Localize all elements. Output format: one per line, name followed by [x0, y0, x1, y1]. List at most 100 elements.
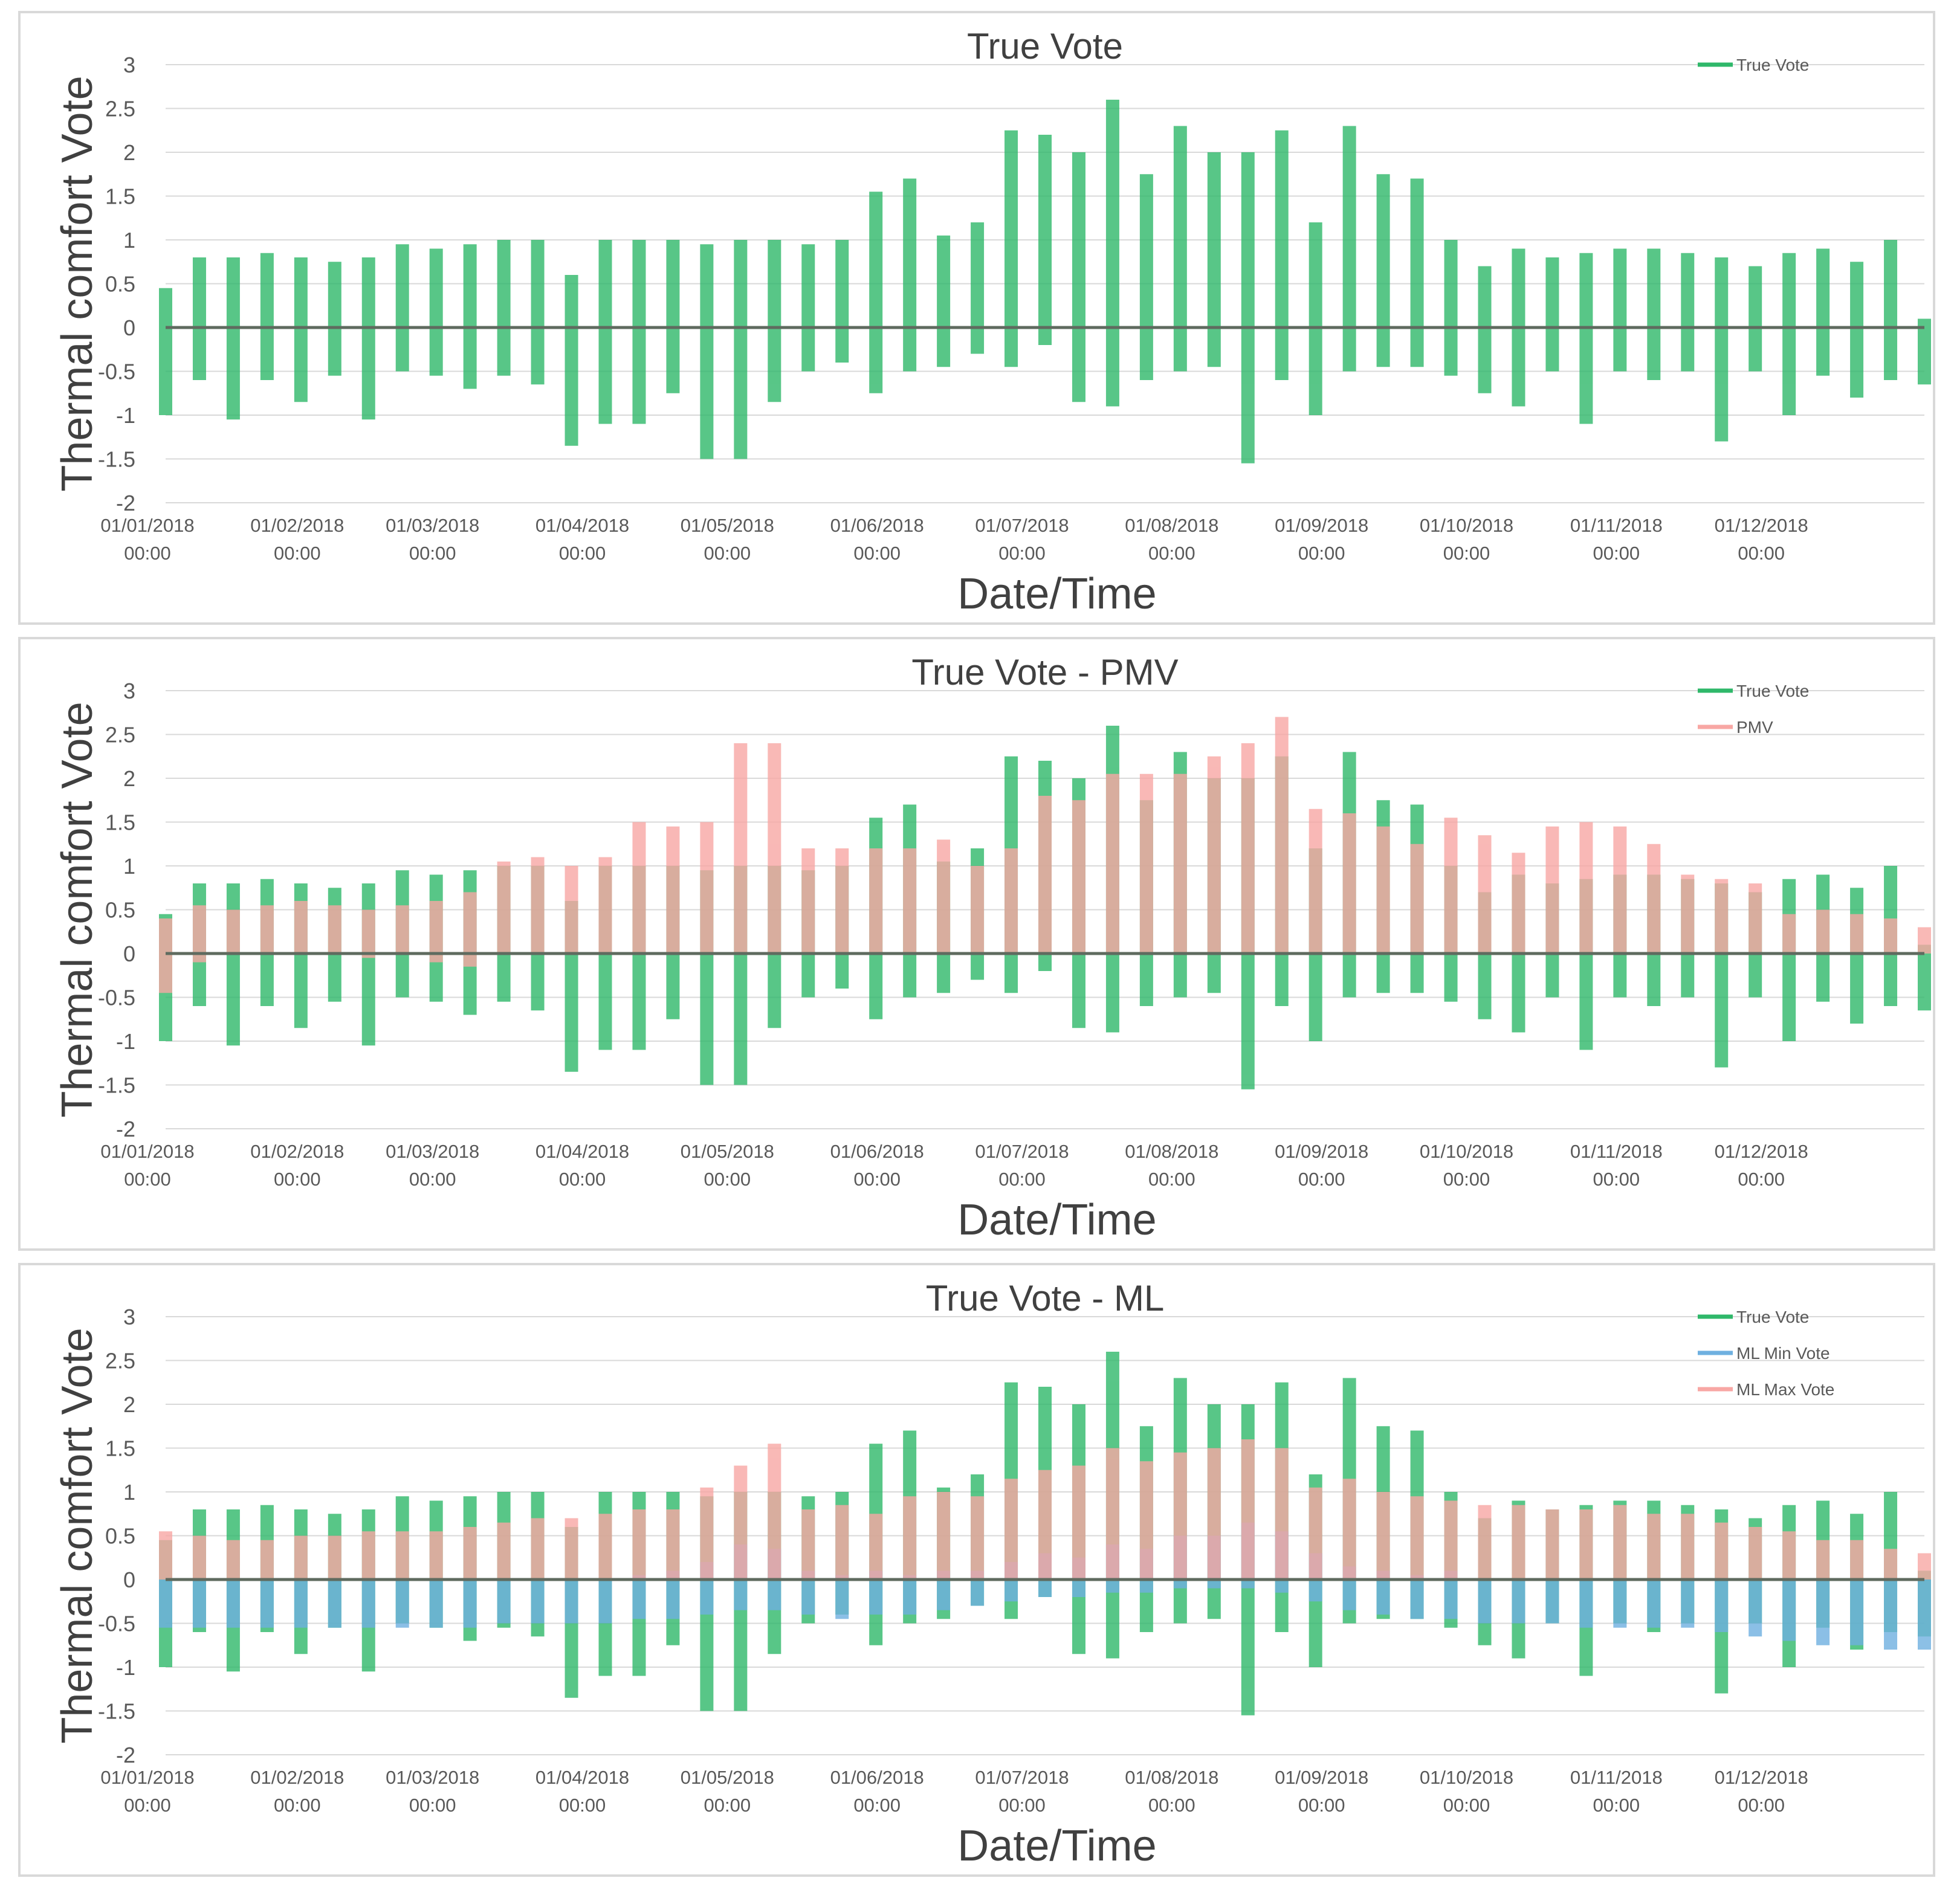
bar — [1749, 883, 1762, 954]
bar — [801, 848, 815, 954]
bar — [1173, 1452, 1187, 1580]
bar — [666, 1570, 680, 1619]
bar — [531, 1518, 545, 1580]
bar — [1613, 826, 1627, 954]
bar — [260, 1580, 274, 1628]
legend-label: True Vote — [1736, 56, 1809, 74]
x-tick-label: 01/08/2018 00:00 — [1125, 1767, 1218, 1816]
bar — [328, 1580, 341, 1628]
bar — [1918, 944, 1931, 1011]
bar — [1376, 1492, 1390, 1580]
x-tick-date: 01/04/2018 — [535, 515, 629, 536]
bar — [598, 1514, 612, 1580]
bar — [192, 257, 206, 380]
bar — [1241, 152, 1255, 463]
legend: True Vote ML Min Vote ML Max Vote — [1698, 1308, 1834, 1399]
x-tick-date: 01/08/2018 — [1125, 515, 1218, 536]
bar — [1342, 1479, 1356, 1580]
x-tick-time: 00:00 — [1593, 1795, 1640, 1816]
y-tick-label: -2 — [116, 1743, 135, 1767]
bar — [971, 222, 985, 354]
bar — [1478, 266, 1492, 393]
chart-panel-true-vote-pmv: True Vote - PMV Thermal comfort Vote 3 2.5 2… — [18, 637, 1935, 1251]
bar — [1376, 174, 1390, 367]
x-tick-label: 01/12/2018 00:00 — [1715, 515, 1808, 564]
x-tick-label: 01/06/2018 00:00 — [830, 1767, 924, 1816]
x-tick-label: 01/02/2018 00:00 — [250, 1141, 344, 1190]
bar — [1207, 152, 1221, 367]
x-tick-date: 01/11/2018 — [1570, 1141, 1663, 1162]
bar — [971, 866, 985, 954]
y-tick-label: 2.5 — [105, 723, 135, 747]
bar — [1850, 914, 1864, 954]
x-tick-label: 01/03/2018 00:00 — [386, 1767, 479, 1816]
y-tick-label: 1.5 — [105, 184, 135, 209]
y-tick-label: 2 — [123, 766, 135, 791]
bar — [1072, 1465, 1085, 1580]
bar — [1376, 1570, 1390, 1615]
series-true-vote — [159, 100, 1931, 463]
x-tick-label: 01/09/2018 00:00 — [1275, 1767, 1368, 1816]
bar — [835, 1575, 849, 1619]
bar — [1850, 1580, 1864, 1645]
x-tick-date: 01/10/2018 — [1420, 1767, 1513, 1788]
bar — [632, 1509, 646, 1580]
y-tick-label: 1.5 — [105, 810, 135, 835]
x-tick-date: 01/11/2018 — [1570, 1767, 1663, 1788]
bar — [1105, 1448, 1119, 1580]
x-tick-time: 00:00 — [853, 1169, 901, 1190]
series-ml-max-vote — [159, 1439, 1931, 1580]
x-tick-label: 01/04/2018 00:00 — [535, 1767, 629, 1816]
bar — [1749, 1527, 1762, 1580]
bar — [835, 1505, 849, 1580]
y-tick-label: 3 — [123, 679, 135, 703]
bar — [1004, 130, 1018, 367]
bar — [1139, 174, 1153, 380]
bar — [1275, 130, 1289, 380]
x-tick-time: 00:00 — [1593, 543, 1640, 564]
bar — [1342, 813, 1356, 954]
x-tick-date: 01/01/2018 — [100, 515, 194, 536]
bar — [361, 883, 375, 1046]
bar — [1241, 1439, 1255, 1580]
x-tick-label: 01/04/2018 00:00 — [535, 1141, 629, 1190]
y-tick-label: 0 — [123, 1567, 135, 1592]
bar — [1241, 743, 1255, 954]
x-tick-date: 01/01/2018 — [100, 1141, 194, 1162]
x-tick-date: 01/03/2018 — [386, 1767, 479, 1788]
bar — [1072, 800, 1085, 954]
bar — [1410, 178, 1424, 367]
bar — [1545, 1580, 1559, 1624]
bar — [226, 909, 240, 954]
x-tick-label: 01/06/2018 00:00 — [830, 515, 924, 564]
bar — [531, 857, 545, 954]
x-tick-date: 01/12/2018 — [1715, 1141, 1808, 1162]
x-tick-date: 01/12/2018 — [1715, 1767, 1808, 1788]
bar — [1715, 879, 1729, 954]
y-tick-label: 0 — [123, 941, 135, 966]
bar — [1275, 717, 1289, 954]
bar — [159, 1531, 172, 1580]
bar — [1816, 909, 1830, 954]
bar — [328, 1535, 341, 1580]
bar — [666, 240, 680, 393]
bar — [260, 905, 274, 954]
bar — [1782, 914, 1796, 954]
bar — [734, 743, 748, 954]
y-tick-label: 1.5 — [105, 1436, 135, 1461]
x-tick-time: 00:00 — [1443, 1169, 1490, 1190]
x-tick-date: 01/12/2018 — [1715, 515, 1808, 536]
bar — [1782, 1531, 1796, 1580]
bar — [1782, 253, 1796, 415]
legend: True Vote — [1698, 56, 1809, 74]
bar — [1410, 1496, 1424, 1580]
bar — [903, 1575, 917, 1615]
y-axis-label: Thermal comfort Vote — [53, 702, 102, 1117]
x-tick-time: 00:00 — [124, 543, 171, 564]
y-tick-label: 2.5 — [105, 1349, 135, 1373]
x-tick-label: 01/10/2018 00:00 — [1420, 515, 1513, 564]
x-tick-date: 01/04/2018 — [535, 1767, 629, 1788]
chart-panel-true-vote: True Vote Thermal comfort Vote 3 2.5 2 1.5 1 0.… — [18, 11, 1935, 625]
bar — [1816, 1580, 1830, 1645]
x-tick-date: 01/10/2018 — [1420, 515, 1513, 536]
